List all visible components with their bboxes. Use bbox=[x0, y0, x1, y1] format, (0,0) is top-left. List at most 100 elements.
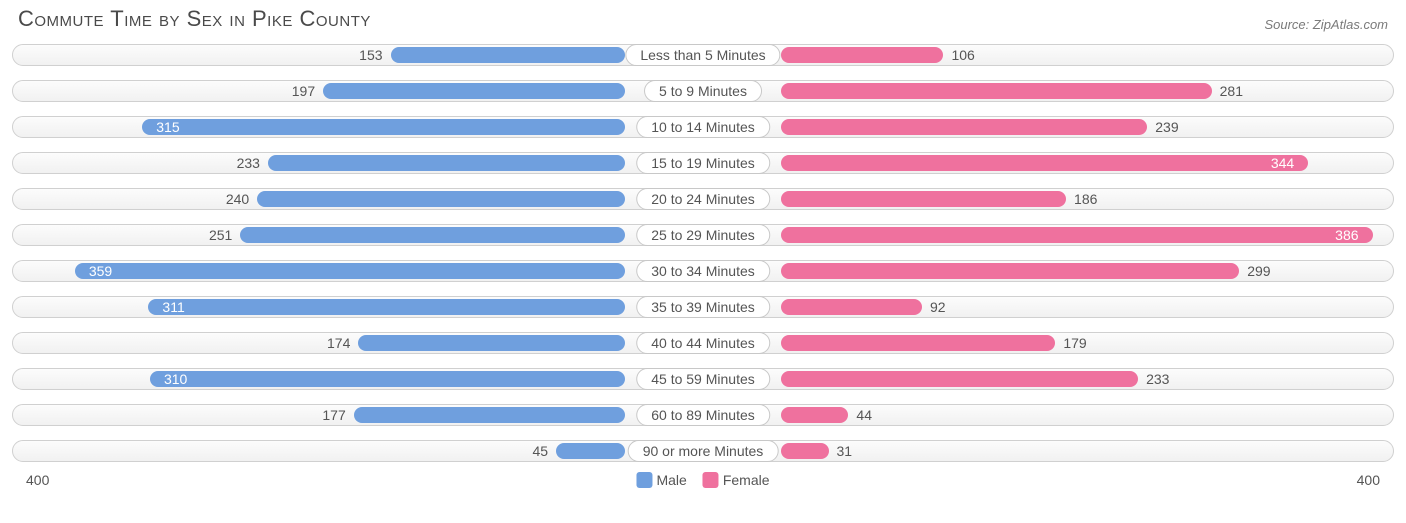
male-bar bbox=[354, 407, 625, 423]
legend-swatch bbox=[636, 472, 652, 488]
female-bar bbox=[781, 155, 1308, 171]
female-value-label: 386 bbox=[1325, 224, 1368, 246]
male-value-label: 174 bbox=[327, 332, 350, 354]
female-half: 44 bbox=[703, 404, 1394, 426]
chart-row: 174 179 40 to 44 Minutes bbox=[12, 328, 1394, 358]
male-bar bbox=[257, 191, 625, 207]
male-value-label: 197 bbox=[292, 80, 315, 102]
male-value-label: 177 bbox=[322, 404, 345, 426]
legend-label: Female bbox=[723, 472, 770, 488]
chart-source: Source: ZipAtlas.com bbox=[1264, 17, 1388, 32]
female-value-label: 186 bbox=[1074, 188, 1097, 210]
male-half: 251 bbox=[12, 224, 703, 246]
male-bar bbox=[358, 335, 625, 351]
category-pill: 10 to 14 Minutes bbox=[636, 116, 770, 138]
category-pill: 45 to 59 Minutes bbox=[636, 368, 770, 390]
legend-item: Female bbox=[703, 472, 770, 488]
chart-row: 251 386 25 to 29 Minutes bbox=[12, 220, 1394, 250]
male-half: 311 bbox=[12, 296, 703, 318]
female-value-label: 239 bbox=[1155, 116, 1178, 138]
male-value-label: 311 bbox=[152, 296, 194, 318]
female-value-label: 344 bbox=[1261, 152, 1304, 174]
chart-row: 311 92 35 to 39 Minutes bbox=[12, 292, 1394, 322]
female-half: 186 bbox=[703, 188, 1394, 210]
female-half: 299 bbox=[703, 260, 1394, 282]
category-pill: 5 to 9 Minutes bbox=[644, 80, 762, 102]
male-half: 310 bbox=[12, 368, 703, 390]
female-value-label: 299 bbox=[1247, 260, 1270, 282]
male-value-label: 310 bbox=[154, 368, 197, 390]
chart-row: 31523910 to 14 Minutes bbox=[12, 112, 1394, 142]
male-half: 359 bbox=[12, 260, 703, 282]
female-bar bbox=[781, 83, 1212, 99]
female-half: 92 bbox=[703, 296, 1394, 318]
commute-time-chart: Commute Time by Sex in Pike County Sourc… bbox=[0, 0, 1406, 523]
male-bar bbox=[323, 83, 625, 99]
female-half: 344 bbox=[703, 152, 1394, 174]
legend-item: Male bbox=[636, 472, 686, 488]
male-value-label: 153 bbox=[359, 44, 382, 66]
chart-row: 310 233 45 to 59 Minutes bbox=[12, 364, 1394, 394]
female-bar bbox=[781, 119, 1147, 135]
axis-max-left: 400 bbox=[26, 472, 49, 488]
category-pill: 20 to 24 Minutes bbox=[636, 188, 770, 210]
chart-row: 233 344 15 to 19 Minutes bbox=[12, 148, 1394, 178]
chart-rows: 153 106 Less than 5 Minutes 197 2815 to 9 Mi… bbox=[12, 40, 1394, 466]
male-half: 240 bbox=[12, 188, 703, 210]
male-value-label: 45 bbox=[532, 440, 548, 462]
male-half: 233 bbox=[12, 152, 703, 174]
category-pill: Less than 5 Minutes bbox=[625, 44, 780, 66]
male-bar bbox=[150, 371, 625, 387]
male-bar bbox=[240, 227, 625, 243]
male-half: 174 bbox=[12, 332, 703, 354]
male-value-label: 251 bbox=[209, 224, 232, 246]
female-half: 179 bbox=[703, 332, 1394, 354]
female-bar bbox=[781, 371, 1138, 387]
male-bar bbox=[142, 119, 625, 135]
chart-row: 240 186 20 to 24 Minutes bbox=[12, 184, 1394, 214]
category-pill: 40 to 44 Minutes bbox=[636, 332, 770, 354]
female-half: 281 bbox=[703, 80, 1394, 102]
category-pill: 30 to 34 Minutes bbox=[636, 260, 770, 282]
female-bar bbox=[781, 299, 922, 315]
female-value-label: 106 bbox=[951, 44, 974, 66]
male-half: 45 bbox=[12, 440, 703, 462]
female-bar bbox=[781, 335, 1055, 351]
legend: Male Female bbox=[636, 472, 769, 488]
female-bar bbox=[781, 227, 1373, 243]
chart-row: 153 106 Less than 5 Minutes bbox=[12, 40, 1394, 70]
chart-row: 197 2815 to 9 Minutes bbox=[12, 76, 1394, 106]
category-pill: 35 to 39 Minutes bbox=[636, 296, 770, 318]
male-half: 153 bbox=[12, 44, 703, 66]
male-value-label: 359 bbox=[79, 260, 122, 282]
chart-header: Commute Time by Sex in Pike County Sourc… bbox=[12, 6, 1394, 40]
male-bar bbox=[75, 263, 625, 279]
male-value-label: 240 bbox=[226, 188, 249, 210]
female-half: 239 bbox=[703, 116, 1394, 138]
female-half: 31 bbox=[703, 440, 1394, 462]
legend-swatch bbox=[703, 472, 719, 488]
category-pill: 15 to 19 Minutes bbox=[636, 152, 770, 174]
female-value-label: 44 bbox=[856, 404, 872, 426]
female-value-label: 92 bbox=[930, 296, 946, 318]
female-bar bbox=[781, 263, 1239, 279]
axis-max-right: 400 bbox=[1357, 472, 1380, 488]
female-value-label: 233 bbox=[1146, 368, 1169, 390]
female-half: 386 bbox=[703, 224, 1394, 246]
category-pill: 60 to 89 Minutes bbox=[636, 404, 770, 426]
female-half: 106 bbox=[703, 44, 1394, 66]
category-pill: 25 to 29 Minutes bbox=[636, 224, 770, 246]
male-bar bbox=[268, 155, 625, 171]
category-pill: 90 or more Minutes bbox=[628, 440, 779, 462]
male-value-label: 233 bbox=[237, 152, 260, 174]
chart-row: 177 44 60 to 89 Minutes bbox=[12, 400, 1394, 430]
chart-footer: 400 Male Female 400 bbox=[12, 472, 1394, 496]
female-bar bbox=[781, 47, 943, 63]
female-value-label: 179 bbox=[1063, 332, 1086, 354]
male-half: 177 bbox=[12, 404, 703, 426]
female-bar bbox=[781, 191, 1066, 207]
male-bar bbox=[391, 47, 625, 63]
female-bar bbox=[781, 407, 848, 423]
chart-row: 359 299 30 to 34 Minutes bbox=[12, 256, 1394, 286]
chart-row: 45 3190 or more Minutes bbox=[12, 436, 1394, 466]
